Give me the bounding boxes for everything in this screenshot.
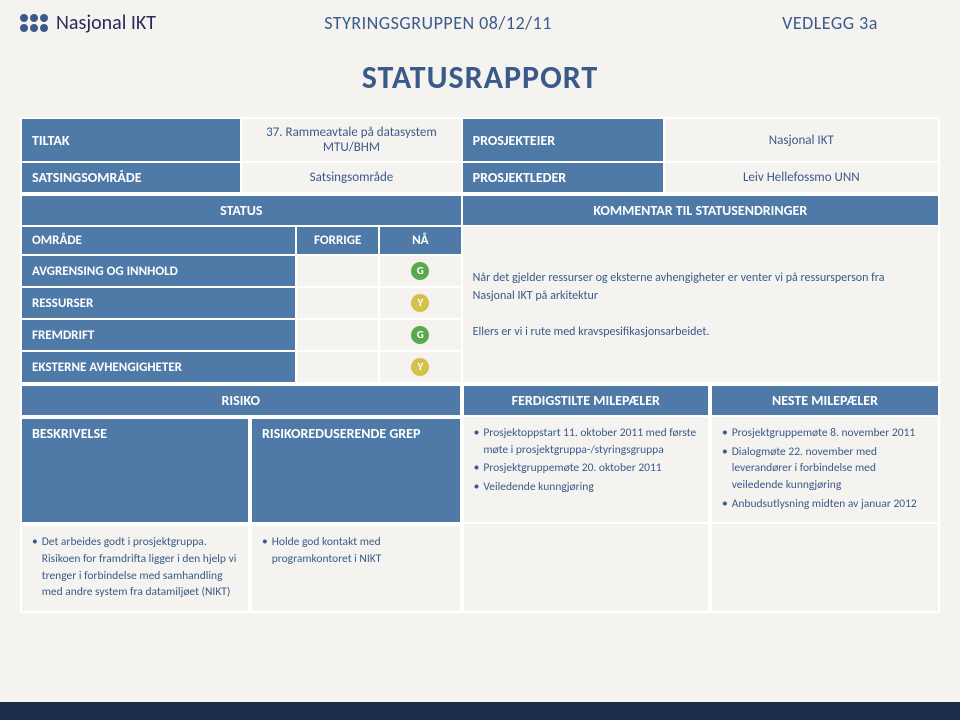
forrige-ressurser (296, 287, 379, 319)
na-ressurser: Y (379, 287, 462, 319)
neste-cont (710, 524, 940, 613)
header-right: VEDLEGG 3a (720, 12, 940, 34)
ferdigstilte-cell: Prosjektoppstart 11. oktober 2011 med fø… (462, 417, 710, 524)
label-ferdigstilte: FERDIGSTILTE MILEPÆLER (462, 384, 710, 417)
forrige-avgrensing (296, 255, 379, 287)
label-na: NÅ (379, 226, 462, 255)
label-beskrivelse: BESKRIVELSE (20, 417, 250, 524)
info-table: TILTAK 37. Rammeavtale på datasystem MTU… (20, 117, 940, 194)
bottom-bar (0, 702, 960, 720)
label-prosjekteier: PROSJEKTEIER (462, 118, 664, 162)
logo-text: Nasjonal IKT (56, 11, 156, 35)
forrige-eksterne (296, 351, 379, 383)
header-center: STYRINGSGRUPPEN 08/12/11 (156, 12, 720, 34)
label-status: STATUS (21, 195, 462, 226)
list-item: Prosjektgruppemøte 8. november 2011 (722, 425, 928, 442)
label-ressurser: RESSURSER (21, 287, 296, 319)
label-satsingsomrade: SATSINGSOMRÅDE (21, 162, 241, 193)
label-prosjektleder: PROSJEKTLEDER (462, 162, 664, 193)
risikoreduserende-cell: Holde god kontakt med programkontoret i … (250, 524, 462, 613)
page-header: Nasjonal IKT STYRINGSGRUPPEN 08/12/11 VE… (0, 0, 960, 40)
label-neste: NESTE MILEPÆLER (710, 384, 940, 417)
logo-icon (20, 14, 48, 32)
na-eksterne: Y (379, 351, 462, 383)
label-fremdrift: FREMDRIFT (21, 319, 296, 351)
ferdigstilte-cont (462, 524, 710, 613)
comment-2: Ellers er vi i rute med kravspesifikasjo… (473, 323, 928, 341)
value-prosjektleder: Leiv Hellefossmo UNN (664, 162, 939, 193)
logo: Nasjonal IKT (20, 11, 156, 35)
status-badge: G (411, 326, 429, 344)
forrige-fremdrift (296, 319, 379, 351)
label-kommentar: KOMMENTAR TIL STATUSENDRINGER (462, 195, 939, 226)
label-forrige: FORRIGE (296, 226, 379, 255)
status-badge: Y (411, 358, 429, 376)
label-avgrensing: AVGRENSING OG INNHOLD (21, 255, 296, 287)
list-item: Dialogmøte 22. november med leverandører… (722, 444, 928, 494)
status-badge: Y (411, 294, 429, 312)
na-fremdrift: G (379, 319, 462, 351)
comment-cell: Når det gjelder ressurser og eksterne av… (462, 226, 939, 383)
list-item: Prosjektoppstart 11. oktober 2011 med fø… (474, 425, 698, 458)
comment-1: Når det gjelder ressurser og eksterne av… (473, 269, 928, 305)
list-item: Det arbeides godt i prosjektgruppa. Risi… (32, 534, 238, 601)
bottom-content-row: Det arbeides godt i prosjektgruppa. Risi… (20, 524, 940, 613)
status-table: STATUS KOMMENTAR TIL STATUSENDRINGER OMR… (20, 194, 940, 384)
value-satsingsomrade: Satsingsområde (241, 162, 461, 193)
label-eksterne: EKSTERNE AVHENGIGHETER (21, 351, 296, 383)
na-avgrensing: G (379, 255, 462, 287)
main-title: STATUSRAPPORT (0, 58, 960, 97)
label-omrade: OMRÅDE (21, 226, 296, 255)
milestone-header-row: RISIKO FERDIGSTILTE MILEPÆLER NESTE MILE… (20, 384, 940, 417)
neste-cell: Prosjektgruppemøte 8. november 2011 Dialo… (710, 417, 940, 524)
value-tiltak: 37. Rammeavtale på datasystem MTU/BHM (241, 118, 461, 162)
label-risiko: RISIKO (20, 384, 462, 417)
status-badge: G (411, 262, 429, 280)
list-item: Holde god kontakt med programkontoret i … (262, 534, 450, 567)
label-risikoreduserende: RISIKOREDUSERENDE GREP (250, 417, 462, 524)
list-item: Anbudsutlysning midten av januar 2012 (722, 496, 928, 513)
label-tiltak: TILTAK (21, 118, 241, 162)
sub-header-row: BESKRIVELSE RISIKOREDUSERENDE GREP Prosj… (20, 417, 940, 524)
beskrivelse-cell: Det arbeides godt i prosjektgruppa. Risi… (20, 524, 250, 613)
value-prosjekteier: Nasjonal IKT (664, 118, 939, 162)
list-item: Prosjektgruppemøte 20. oktober 2011 (474, 460, 698, 477)
list-item: Veiledende kunngjøring (474, 479, 698, 496)
